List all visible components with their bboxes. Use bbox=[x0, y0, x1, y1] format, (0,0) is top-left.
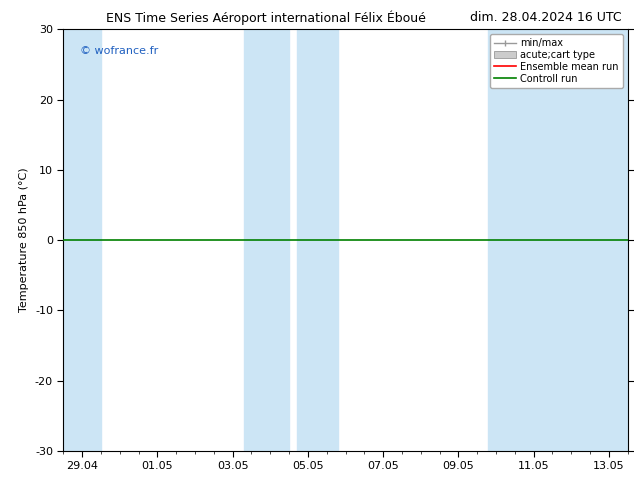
Text: dim. 28.04.2024 16 UTC: dim. 28.04.2024 16 UTC bbox=[470, 11, 621, 24]
Text: © wofrance.fr: © wofrance.fr bbox=[81, 46, 158, 56]
Bar bbox=[63, 29, 101, 451]
Legend: min/max, acute;cart type, Ensemble mean run, Controll run: min/max, acute;cart type, Ensemble mean … bbox=[490, 34, 623, 88]
Bar bbox=[488, 29, 628, 451]
Text: ENS Time Series Aéroport international Félix Éboué: ENS Time Series Aéroport international F… bbox=[107, 11, 426, 25]
Y-axis label: Temperature 850 hPa (°C): Temperature 850 hPa (°C) bbox=[19, 168, 29, 313]
Bar bbox=[297, 29, 338, 451]
Bar bbox=[244, 29, 289, 451]
